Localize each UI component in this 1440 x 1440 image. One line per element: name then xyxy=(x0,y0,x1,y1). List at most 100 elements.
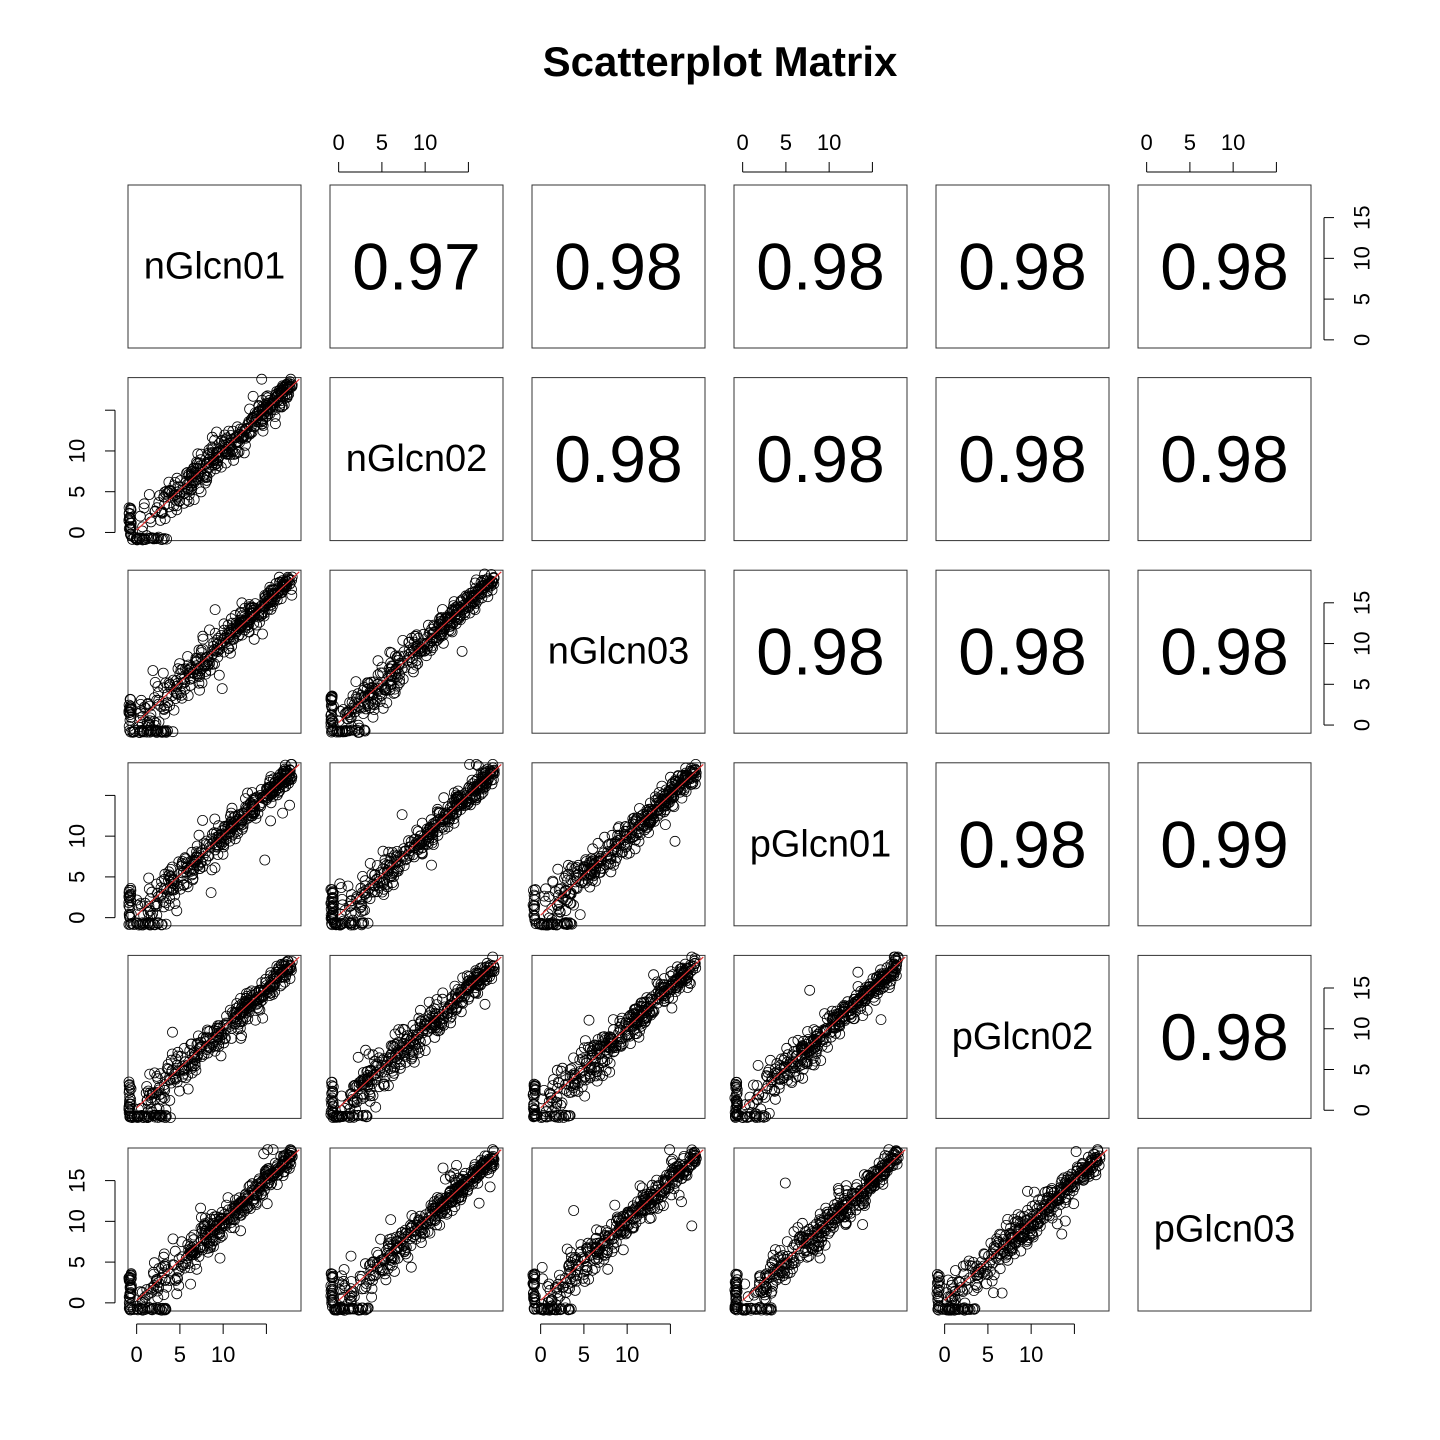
data-point xyxy=(147,1110,159,1121)
data-point xyxy=(388,871,400,883)
data-point xyxy=(778,1061,790,1073)
data-point xyxy=(593,855,605,867)
data-point xyxy=(864,981,875,993)
data-point xyxy=(666,1002,678,1014)
data-point xyxy=(169,1245,181,1257)
data-point xyxy=(162,697,174,708)
data-point xyxy=(124,1288,136,1299)
data-point xyxy=(384,646,396,658)
data-point xyxy=(149,1067,161,1079)
data-point xyxy=(838,1010,850,1022)
data-point xyxy=(369,886,381,898)
data-point xyxy=(387,1070,399,1082)
data-point xyxy=(135,699,147,710)
data-point xyxy=(123,897,135,908)
data-point xyxy=(175,673,187,684)
data-point xyxy=(619,842,631,853)
data-point xyxy=(285,759,297,770)
panel-nGlcn02-nGlcn03: 0.98 xyxy=(531,377,706,542)
data-point xyxy=(346,1110,358,1122)
data-point xyxy=(325,695,337,707)
data-point xyxy=(854,993,866,1005)
data-point xyxy=(195,486,207,498)
data-point xyxy=(125,1273,137,1284)
data-point xyxy=(196,1041,208,1052)
data-point xyxy=(539,895,551,907)
data-point xyxy=(209,627,221,639)
data-point xyxy=(392,663,404,674)
data-point xyxy=(682,962,694,974)
data-point xyxy=(547,875,559,887)
data-point xyxy=(644,818,655,830)
data-point xyxy=(149,677,161,688)
data-point xyxy=(560,1078,572,1090)
data-point xyxy=(226,802,238,814)
data-point xyxy=(452,785,464,797)
data-point xyxy=(544,1087,555,1099)
data-point xyxy=(214,830,225,841)
data-point xyxy=(227,1010,239,1021)
data-point xyxy=(200,666,212,677)
data-point xyxy=(253,991,265,1003)
panel-frame xyxy=(531,762,706,927)
data-point xyxy=(618,829,630,840)
data-point xyxy=(128,919,140,930)
data-point xyxy=(360,1304,371,1316)
data-point xyxy=(538,890,550,902)
data-point xyxy=(177,872,189,884)
data-point xyxy=(163,869,175,881)
data-point xyxy=(188,494,200,505)
data-point xyxy=(327,1112,339,1123)
data-point xyxy=(395,1027,407,1038)
data-point xyxy=(126,534,138,545)
data-point xyxy=(555,1065,567,1077)
data-point xyxy=(153,1282,165,1293)
data-point xyxy=(145,1096,157,1107)
data-point xyxy=(211,457,223,469)
data-point xyxy=(410,631,422,642)
data-point xyxy=(388,879,399,891)
data-point xyxy=(391,846,403,857)
data-point xyxy=(201,835,213,847)
data-point xyxy=(389,1028,401,1040)
data-point xyxy=(803,1034,814,1045)
data-point xyxy=(675,963,687,975)
correlation-value: 0.98 xyxy=(554,230,682,304)
data-point xyxy=(484,768,496,779)
data-point xyxy=(160,1110,172,1121)
data-point xyxy=(172,1050,184,1062)
data-point xyxy=(125,694,137,705)
data-point xyxy=(376,1059,388,1071)
data-point xyxy=(148,533,160,545)
data-point xyxy=(353,722,365,734)
data-point xyxy=(730,1110,741,1122)
data-point xyxy=(171,688,182,699)
data-point xyxy=(258,1148,270,1160)
data-point xyxy=(192,663,204,675)
data-point xyxy=(445,611,457,622)
data-point xyxy=(264,402,276,414)
data-point xyxy=(373,1052,385,1064)
data-point xyxy=(566,1086,577,1098)
data-point xyxy=(662,984,674,996)
data-point xyxy=(159,1275,171,1286)
data-point xyxy=(199,1229,211,1241)
data-point xyxy=(427,823,439,835)
data-point xyxy=(123,1080,135,1091)
data-point xyxy=(472,979,484,991)
data-point xyxy=(197,815,209,826)
data-point xyxy=(215,461,227,473)
chart-title: Scatterplot Matrix xyxy=(542,38,898,85)
data-point xyxy=(641,992,653,1003)
data-point xyxy=(578,861,590,873)
data-point xyxy=(206,864,218,876)
panel-frame xyxy=(1137,569,1312,734)
data-point xyxy=(203,449,215,461)
data-point xyxy=(159,700,171,712)
data-point xyxy=(797,1072,809,1084)
data-point xyxy=(179,683,191,695)
data-point xyxy=(197,844,209,856)
data-point xyxy=(409,842,421,854)
data-point xyxy=(801,1058,813,1070)
data-point xyxy=(257,420,269,432)
